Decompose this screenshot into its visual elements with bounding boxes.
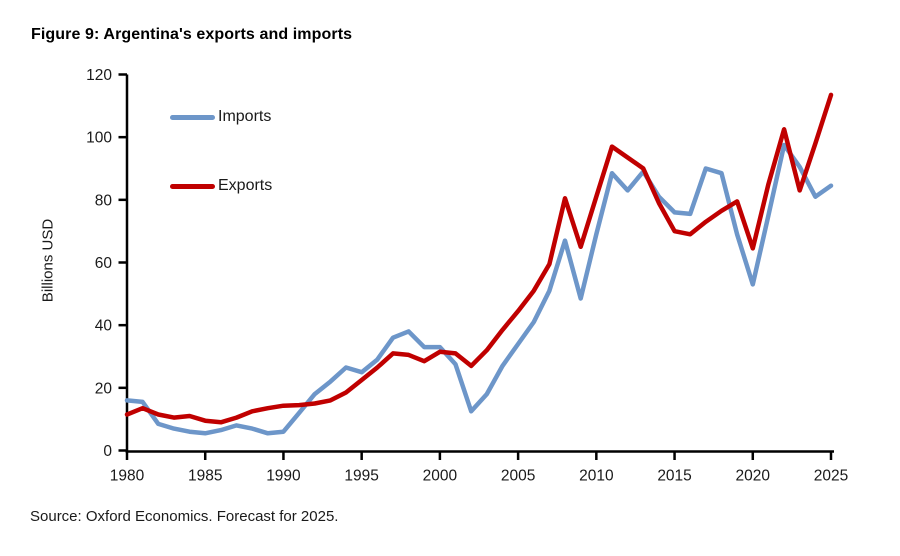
y-tick-label: 100 <box>86 130 112 147</box>
y-tick-label: 80 <box>95 192 113 209</box>
x-tick-label: 1990 <box>266 468 301 485</box>
legend: Imports Exports <box>170 102 330 201</box>
y-tick-label: 20 <box>95 380 113 397</box>
x-tick-label: 2010 <box>579 468 614 485</box>
source-note: Source: Oxford Economics. Forecast for 2… <box>30 508 339 525</box>
x-tick-label: 2000 <box>423 468 458 485</box>
series-line-exports <box>124 92 834 425</box>
x-tick-label: 1995 <box>344 468 378 485</box>
x-tick-label: 2015 <box>657 468 691 485</box>
x-tick-label: 1980 <box>110 468 145 485</box>
y-tick-label: 60 <box>95 255 113 272</box>
legend-label-imports: Imports <box>218 108 272 125</box>
figure-title: Figure 9: Argentina's exports and import… <box>31 26 353 43</box>
legend-label-exports: Exports <box>218 177 273 194</box>
x-tick-label: 2025 <box>814 468 848 485</box>
legend-item-imports: Imports <box>170 102 330 132</box>
y-tick-label: 40 <box>95 318 113 335</box>
exports-line-swatch <box>170 183 215 189</box>
imports-line-swatch <box>170 114 215 120</box>
y-tick-label: 0 <box>103 443 112 460</box>
x-tick-label: 2020 <box>736 468 771 485</box>
legend-item-exports: Exports <box>170 171 330 201</box>
series-line-imports <box>124 142 834 436</box>
x-tick-label: 1985 <box>188 468 222 485</box>
y-tick-label: 120 <box>86 67 112 84</box>
x-tick-label: 2005 <box>501 468 535 485</box>
